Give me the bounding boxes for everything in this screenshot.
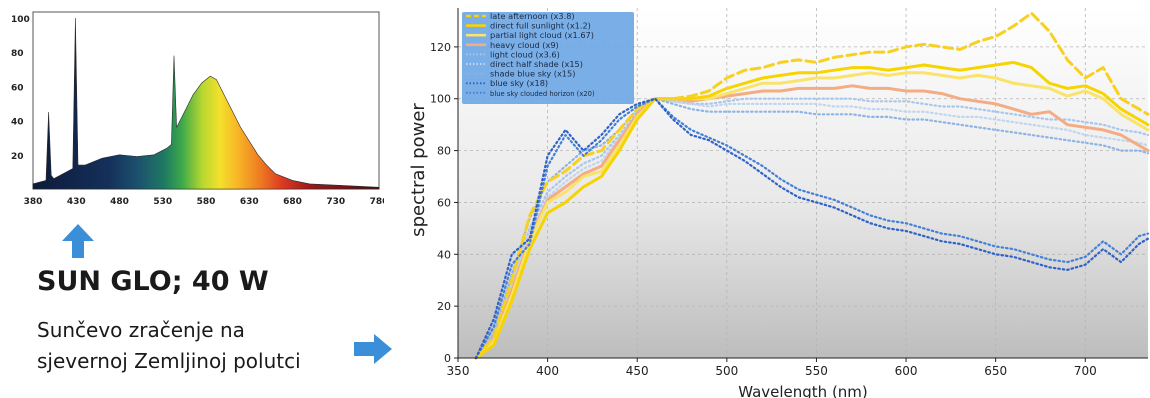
left-x-tick-label: 630 (240, 197, 259, 207)
x-tick-label: 600 (895, 364, 918, 378)
y-axis-label: spectral power (408, 103, 429, 237)
x-tick-label: 400 (536, 364, 559, 378)
arrow-up-icon (60, 222, 96, 260)
left-y-tick-label: 80 (11, 49, 24, 59)
legend-label: blue sky clouded horizon (x20) (490, 90, 595, 98)
legend-label: light cloud (x3.6) (490, 49, 560, 59)
legend-label: direct full sunlight (x1.2) (490, 21, 591, 31)
left-y-tick-label: 40 (11, 118, 24, 128)
x-tick-label: 500 (715, 364, 738, 378)
legend-label: shade blue sky (x15) (490, 69, 575, 79)
left-x-tick-label: 530 (153, 197, 172, 207)
left-x-tick-label: 780 (370, 197, 384, 207)
y-tick-label: 80 (437, 145, 451, 158)
caption-line-2: sjevernoj Zemljinoj polutci (37, 349, 301, 373)
daylight-spectra-chart: late afternoon (x3.8)direct full sunligh… (400, 0, 1150, 398)
y-tick-label: 120 (430, 41, 451, 54)
legend-label: blue sky (x18) (490, 78, 548, 88)
left-y-tick-label: 20 (11, 152, 24, 162)
x-tick-label: 550 (805, 364, 828, 378)
left-x-tick-label: 580 (197, 197, 216, 207)
left-x-tick-label: 730 (326, 197, 345, 207)
y-tick-label: 40 (437, 248, 451, 261)
legend-label: direct half shade (x15) (490, 59, 583, 69)
x-tick-label: 650 (984, 364, 1007, 378)
y-tick-label: 20 (437, 300, 451, 313)
lamp-title: SUN GLO; 40 W (37, 266, 269, 297)
lamp-spectrum-chart: 20 40 60 80 100 380 430 480 530 580 630 680 730 780 (6, 6, 384, 212)
left-y-tick-label: 100 (11, 15, 30, 25)
left-x-tick-label: 680 (283, 197, 302, 207)
x-axis-label: Wavelength (nm) (738, 383, 868, 398)
legend-label: partial light cloud (x1.67) (490, 30, 594, 40)
legend-label: heavy cloud (x9) (490, 40, 559, 50)
legend-label: late afternoon (x3.8) (490, 11, 575, 21)
left-x-tick-label: 480 (110, 197, 129, 207)
left-y-tick-label: 60 (11, 83, 24, 93)
left-x-tick-label: 430 (67, 197, 86, 207)
y-tick-label: 100 (430, 93, 451, 106)
x-tick-label: 700 (1074, 364, 1097, 378)
left-x-tick-label: 380 (24, 197, 43, 207)
arrow-right-icon (352, 332, 394, 366)
x-tick-label: 350 (447, 364, 470, 378)
caption-line-1: Sunčevo zračenje na (37, 318, 245, 342)
y-tick-label: 60 (437, 196, 451, 209)
x-tick-label: 450 (626, 364, 649, 378)
y-tick-label: 0 (444, 352, 451, 365)
